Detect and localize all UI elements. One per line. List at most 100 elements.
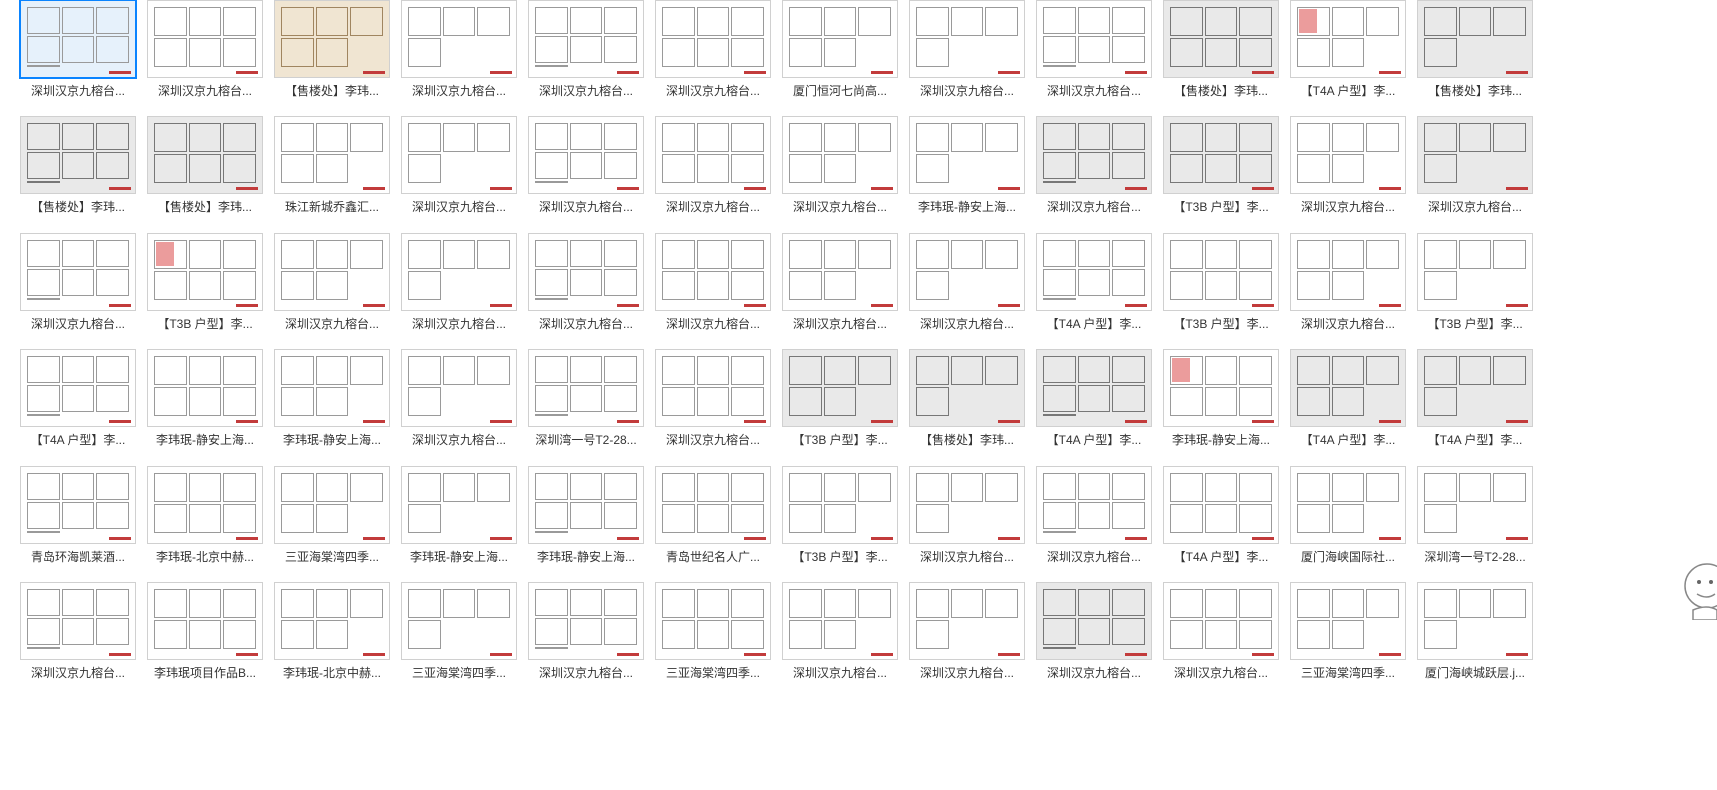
thumbnail-item[interactable]: 深圳汉京九榕台... bbox=[1290, 233, 1406, 331]
thumbnail-label[interactable]: 珠江新城乔鑫汇... bbox=[274, 200, 390, 214]
thumbnail-item[interactable]: 【T4A 户型】李... bbox=[1036, 233, 1152, 331]
thumbnail-item[interactable]: 深圳汉京九榕台... bbox=[401, 0, 517, 98]
thumbnail-image[interactable] bbox=[1163, 116, 1279, 194]
thumbnail-item[interactable]: 【T3B 户型】李... bbox=[782, 466, 898, 564]
thumbnail-item[interactable]: 深圳汉京九榕台... bbox=[528, 116, 644, 214]
thumbnail-item[interactable]: 【T3B 户型】李... bbox=[1163, 233, 1279, 331]
thumbnail-label[interactable]: 三亚海棠湾四季... bbox=[655, 666, 771, 680]
thumbnail-label[interactable]: 李玮珉项目作品B... bbox=[147, 666, 263, 680]
thumbnail-image[interactable] bbox=[528, 466, 644, 544]
thumbnail-image[interactable] bbox=[401, 582, 517, 660]
thumbnail-label[interactable]: 深圳汉京九榕台... bbox=[401, 317, 517, 331]
thumbnail-item[interactable]: 李玮珉-北京中赫... bbox=[274, 582, 390, 680]
thumbnail-label[interactable]: 【T4A 户型】李... bbox=[1290, 84, 1406, 98]
thumbnail-label[interactable]: 李玮珉-静安上海... bbox=[909, 200, 1025, 214]
thumbnail-item[interactable]: 【T3B 户型】李... bbox=[782, 349, 898, 447]
thumbnail-item[interactable]: 深圳汉京九榕台... bbox=[528, 0, 644, 98]
thumbnail-image[interactable] bbox=[1290, 233, 1406, 311]
thumbnail-label[interactable]: 深圳汉京九榕台... bbox=[1036, 550, 1152, 564]
thumbnail-image[interactable] bbox=[909, 466, 1025, 544]
thumbnail-label[interactable]: 【T4A 户型】李... bbox=[1290, 433, 1406, 447]
thumbnail-image[interactable] bbox=[528, 0, 644, 78]
thumbnail-label[interactable]: 【T3B 户型】李... bbox=[1417, 317, 1533, 331]
thumbnail-label[interactable]: 李玮珉-静安上海... bbox=[147, 433, 263, 447]
thumbnail-label[interactable]: 深圳汉京九榕台... bbox=[20, 84, 136, 98]
thumbnail-image[interactable] bbox=[1417, 582, 1533, 660]
thumbnail-image[interactable] bbox=[782, 582, 898, 660]
thumbnail-label[interactable]: 深圳汉京九榕台... bbox=[20, 317, 136, 331]
thumbnail-image[interactable] bbox=[782, 116, 898, 194]
thumbnail-image[interactable] bbox=[1290, 466, 1406, 544]
thumbnail-label[interactable]: 深圳汉京九榕台... bbox=[1417, 200, 1533, 214]
thumbnail-item[interactable]: 【T4A 户型】李... bbox=[1163, 466, 1279, 564]
thumbnail-item[interactable]: 深圳汉京九榕台... bbox=[782, 116, 898, 214]
thumbnail-label[interactable]: 【T3B 户型】李... bbox=[1163, 317, 1279, 331]
thumbnail-image[interactable] bbox=[1163, 233, 1279, 311]
thumbnail-label[interactable]: 李玮珉-北京中赫... bbox=[147, 550, 263, 564]
thumbnail-image[interactable] bbox=[909, 582, 1025, 660]
thumbnail-item[interactable]: 【T3B 户型】李... bbox=[1417, 233, 1533, 331]
thumbnail-image[interactable] bbox=[147, 0, 263, 78]
thumbnail-image[interactable] bbox=[528, 349, 644, 427]
thumbnail-image[interactable] bbox=[401, 233, 517, 311]
thumbnail-image[interactable] bbox=[1290, 582, 1406, 660]
thumbnail-image[interactable] bbox=[909, 0, 1025, 78]
thumbnail-label[interactable]: 李玮珉-静安上海... bbox=[528, 550, 644, 564]
thumbnail-item[interactable]: 深圳汉京九榕台... bbox=[1036, 116, 1152, 214]
thumbnail-image[interactable] bbox=[147, 349, 263, 427]
thumbnail-label[interactable]: 【T3B 户型】李... bbox=[147, 317, 263, 331]
thumbnail-label[interactable]: 深圳汉京九榕台... bbox=[655, 84, 771, 98]
thumbnail-item[interactable]: 李玮珉-静安上海... bbox=[147, 349, 263, 447]
thumbnail-image[interactable] bbox=[20, 466, 136, 544]
thumbnail-label[interactable]: 深圳汉京九榕台... bbox=[909, 666, 1025, 680]
thumbnail-item[interactable]: 李玮珉-北京中赫... bbox=[147, 466, 263, 564]
thumbnail-item[interactable]: 【T4A 户型】李... bbox=[1290, 349, 1406, 447]
thumbnail-label[interactable]: 【售楼处】李玮... bbox=[1417, 84, 1533, 98]
thumbnail-image[interactable] bbox=[274, 466, 390, 544]
thumbnail-image[interactable] bbox=[528, 116, 644, 194]
thumbnail-image[interactable] bbox=[655, 349, 771, 427]
thumbnail-image[interactable] bbox=[1163, 0, 1279, 78]
thumbnail-label[interactable]: 【售楼处】李玮... bbox=[274, 84, 390, 98]
thumbnail-label[interactable]: 【T4A 户型】李... bbox=[1036, 317, 1152, 331]
thumbnail-item[interactable]: 【售楼处】李玮... bbox=[274, 0, 390, 98]
thumbnail-label[interactable]: 深圳汉京九榕台... bbox=[147, 84, 263, 98]
thumbnail-image[interactable] bbox=[147, 582, 263, 660]
thumbnail-label[interactable]: 深圳汉京九榕台... bbox=[655, 200, 771, 214]
thumbnail-image[interactable] bbox=[147, 233, 263, 311]
thumbnail-image[interactable] bbox=[528, 582, 644, 660]
thumbnail-label[interactable]: 青岛环海凯莱酒... bbox=[20, 550, 136, 564]
thumbnail-image[interactable] bbox=[1417, 233, 1533, 311]
thumbnail-item[interactable]: 三亚海棠湾四季... bbox=[655, 582, 771, 680]
thumbnail-image[interactable] bbox=[655, 466, 771, 544]
thumbnail-image[interactable] bbox=[655, 233, 771, 311]
thumbnail-label[interactable]: 三亚海棠湾四季... bbox=[1290, 666, 1406, 680]
thumbnail-item[interactable]: 深圳汉京九榕台... bbox=[528, 582, 644, 680]
thumbnail-item[interactable]: 李玮珉-静安上海... bbox=[1163, 349, 1279, 447]
thumbnail-image[interactable] bbox=[1290, 116, 1406, 194]
thumbnail-item[interactable]: 深圳汉京九榕台... bbox=[401, 116, 517, 214]
thumbnail-item[interactable]: 深圳汉京九榕台... bbox=[1036, 0, 1152, 98]
thumbnail-image[interactable] bbox=[1036, 582, 1152, 660]
thumbnail-image[interactable] bbox=[1163, 466, 1279, 544]
thumbnail-item[interactable]: 深圳汉京九榕台... bbox=[782, 582, 898, 680]
thumbnail-item[interactable]: 珠江新城乔鑫汇... bbox=[274, 116, 390, 214]
thumbnail-image[interactable] bbox=[782, 0, 898, 78]
thumbnail-label[interactable]: 【T3B 户型】李... bbox=[782, 433, 898, 447]
thumbnail-image[interactable] bbox=[1417, 116, 1533, 194]
thumbnail-label[interactable]: 深圳汉京九榕台... bbox=[782, 200, 898, 214]
thumbnail-label[interactable]: 【T4A 户型】李... bbox=[1417, 433, 1533, 447]
thumbnail-item[interactable]: 【T3B 户型】李... bbox=[1163, 116, 1279, 214]
thumbnail-item[interactable]: 李玮珉-静安上海... bbox=[909, 116, 1025, 214]
thumbnail-item[interactable]: 深圳汉京九榕台... bbox=[909, 233, 1025, 331]
thumbnail-label[interactable]: 深圳湾一号T2-28... bbox=[1417, 550, 1533, 564]
thumbnail-label[interactable]: 深圳汉京九榕台... bbox=[655, 433, 771, 447]
thumbnail-image[interactable] bbox=[655, 116, 771, 194]
thumbnail-label[interactable]: 厦门恒河七尚高... bbox=[782, 84, 898, 98]
thumbnail-label[interactable]: 厦门海峡城跃层.j... bbox=[1417, 666, 1533, 680]
thumbnail-item[interactable]: 【T4A 户型】李... bbox=[1290, 0, 1406, 98]
thumbnail-image[interactable] bbox=[655, 0, 771, 78]
thumbnail-image[interactable] bbox=[274, 233, 390, 311]
thumbnail-image[interactable] bbox=[528, 233, 644, 311]
thumbnail-item[interactable]: 三亚海棠湾四季... bbox=[1290, 582, 1406, 680]
